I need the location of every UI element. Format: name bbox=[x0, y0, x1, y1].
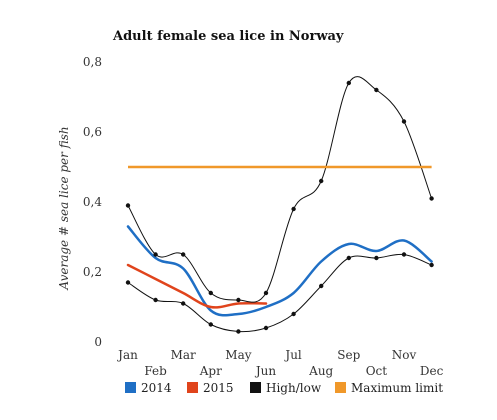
data-point-low bbox=[319, 283, 324, 289]
x-tick-label: Dec bbox=[420, 364, 444, 378]
y-tick-label: 0,2 bbox=[83, 265, 102, 279]
data-point-high bbox=[236, 297, 241, 303]
series-layer bbox=[125, 76, 434, 334]
data-point-high bbox=[125, 203, 131, 208]
x-tick-label: Jul bbox=[283, 348, 302, 362]
x-tick-label: Sep bbox=[337, 348, 360, 362]
legend: 2014 2015 High/low Maximum limit bbox=[125, 381, 443, 395]
data-point-high bbox=[263, 290, 269, 296]
data-point-low bbox=[401, 252, 407, 257]
data-point-low bbox=[208, 322, 213, 327]
y-tick-label: 0,4 bbox=[83, 195, 102, 209]
data-point-high bbox=[181, 252, 186, 257]
x-tick-label: Oct bbox=[366, 364, 388, 378]
legend-label: Maximum limit bbox=[351, 381, 443, 395]
y-axis-label: Average # sea lice per fish bbox=[57, 126, 71, 290]
legend-swatch bbox=[250, 382, 261, 393]
data-point-high bbox=[153, 252, 158, 257]
data-point-low bbox=[429, 262, 434, 268]
x-tick-label: Jan bbox=[116, 348, 138, 362]
y-tick-label: 0,8 bbox=[83, 55, 102, 69]
data-point-high bbox=[401, 119, 407, 124]
series-line-2015 bbox=[126, 263, 268, 309]
x-tick-label: Mar bbox=[171, 348, 196, 362]
legend-swatch bbox=[125, 382, 136, 393]
x-tick-label: Apr bbox=[199, 364, 222, 378]
y-tick-label: 0 bbox=[94, 335, 102, 349]
data-point-high bbox=[291, 206, 296, 212]
legend-label: High/low bbox=[266, 381, 322, 395]
data-point-high bbox=[429, 196, 434, 201]
x-tick-label: Nov bbox=[392, 348, 417, 362]
data-point-high bbox=[346, 80, 351, 86]
series-line-2014 bbox=[126, 225, 433, 317]
data-point-low bbox=[346, 255, 351, 261]
data-point-low bbox=[125, 280, 131, 285]
data-point-high bbox=[319, 178, 324, 184]
data-point-low bbox=[153, 297, 158, 303]
legend-label: 2014 bbox=[141, 381, 172, 395]
data-point-low bbox=[374, 255, 379, 261]
legend-swatch bbox=[187, 382, 198, 393]
x-tick-label: Aug bbox=[308, 364, 333, 378]
series-line-high bbox=[127, 76, 433, 303]
y-tick-label: 0,6 bbox=[83, 125, 102, 139]
chart-title: Adult female sea lice in Norway bbox=[112, 29, 344, 44]
data-point-low bbox=[236, 329, 241, 334]
x-tick-label: May bbox=[225, 348, 251, 362]
data-point-high bbox=[208, 290, 213, 296]
data-point-high bbox=[374, 87, 379, 93]
data-point-low bbox=[263, 325, 269, 331]
x-tick-label: Jun bbox=[254, 364, 277, 378]
x-tick-label: Feb bbox=[144, 364, 167, 378]
legend-label: 2015 bbox=[203, 381, 234, 395]
data-point-low bbox=[181, 301, 186, 306]
legend-swatch bbox=[335, 382, 346, 393]
series-line-low bbox=[127, 253, 433, 333]
data-point-low bbox=[291, 311, 296, 317]
